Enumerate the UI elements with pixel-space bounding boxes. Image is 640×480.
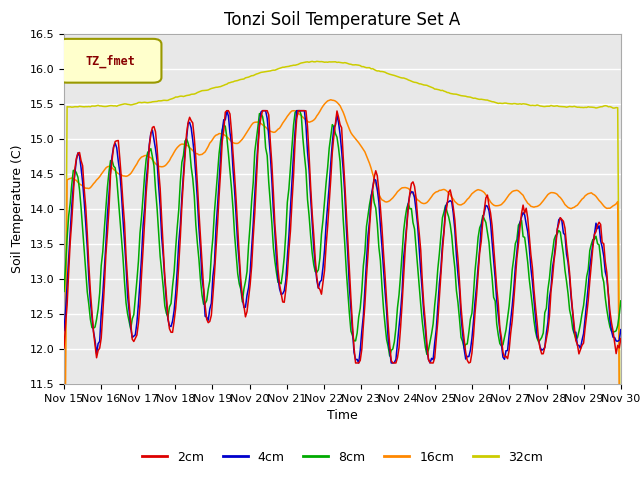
Title: Tonzi Soil Temperature Set A: Tonzi Soil Temperature Set A	[224, 11, 461, 29]
Y-axis label: Soil Temperature (C): Soil Temperature (C)	[11, 144, 24, 273]
Legend: 2cm, 4cm, 8cm, 16cm, 32cm: 2cm, 4cm, 8cm, 16cm, 32cm	[137, 446, 548, 469]
FancyBboxPatch shape	[58, 39, 161, 83]
Text: TZ_fmet: TZ_fmet	[85, 54, 135, 68]
X-axis label: Time: Time	[327, 409, 358, 422]
